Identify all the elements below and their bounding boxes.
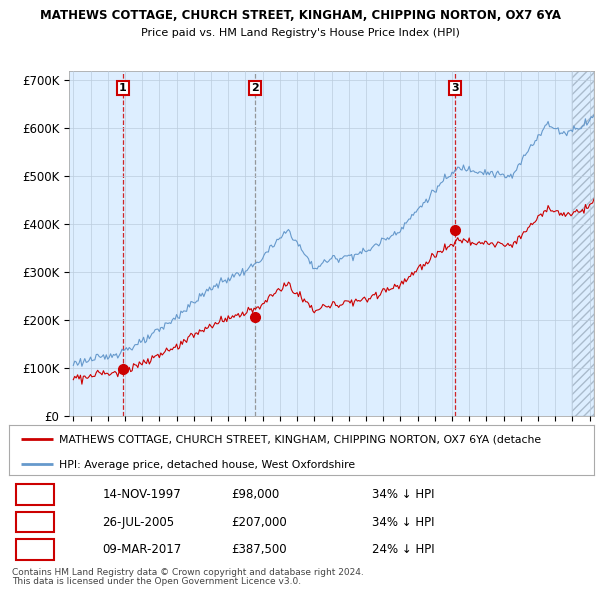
Text: MATHEWS COTTAGE, CHURCH STREET, KINGHAM, CHIPPING NORTON, OX7 6YA (detache: MATHEWS COTTAGE, CHURCH STREET, KINGHAM,…: [59, 435, 541, 445]
Text: 3: 3: [451, 83, 459, 93]
FancyBboxPatch shape: [16, 539, 54, 560]
Text: 34% ↓ HPI: 34% ↓ HPI: [372, 516, 434, 529]
Text: £98,000: £98,000: [232, 488, 280, 501]
Text: 24% ↓ HPI: 24% ↓ HPI: [372, 543, 434, 556]
Text: 3: 3: [31, 543, 39, 556]
Text: £387,500: £387,500: [232, 543, 287, 556]
Text: 14-NOV-1997: 14-NOV-1997: [103, 488, 181, 501]
Text: 34% ↓ HPI: 34% ↓ HPI: [372, 488, 434, 501]
Text: Price paid vs. HM Land Registry's House Price Index (HPI): Price paid vs. HM Land Registry's House …: [140, 28, 460, 38]
FancyBboxPatch shape: [16, 484, 54, 505]
Text: 1: 1: [31, 488, 39, 501]
Text: HPI: Average price, detached house, West Oxfordshire: HPI: Average price, detached house, West…: [59, 460, 355, 470]
Text: This data is licensed under the Open Government Licence v3.0.: This data is licensed under the Open Gov…: [12, 577, 301, 586]
FancyBboxPatch shape: [16, 512, 54, 532]
Text: £207,000: £207,000: [232, 516, 287, 529]
Text: 2: 2: [31, 516, 39, 529]
Text: Contains HM Land Registry data © Crown copyright and database right 2024.: Contains HM Land Registry data © Crown c…: [12, 568, 364, 576]
Text: 1: 1: [119, 83, 127, 93]
Text: 2: 2: [251, 83, 259, 93]
Text: MATHEWS COTTAGE, CHURCH STREET, KINGHAM, CHIPPING NORTON, OX7 6YA: MATHEWS COTTAGE, CHURCH STREET, KINGHAM,…: [40, 9, 560, 22]
Text: 09-MAR-2017: 09-MAR-2017: [103, 543, 182, 556]
Text: 26-JUL-2005: 26-JUL-2005: [103, 516, 175, 529]
